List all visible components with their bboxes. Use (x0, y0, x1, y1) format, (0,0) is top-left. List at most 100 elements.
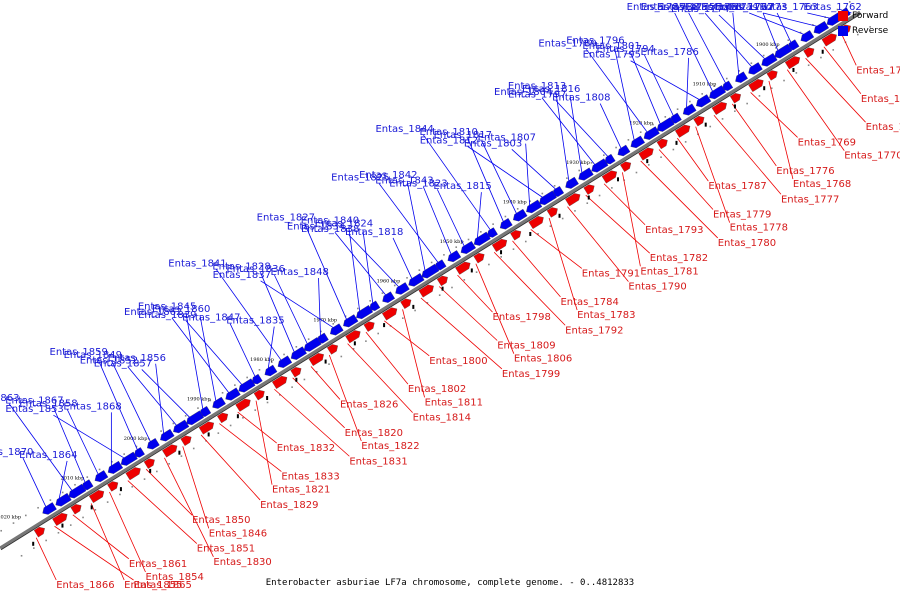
minor-tick (24, 514, 27, 517)
minor-tick (512, 248, 515, 250)
gene-label: Entas_1838 (301, 224, 359, 235)
misc-feature-mark (617, 177, 620, 182)
gene-entas_1828 (290, 346, 307, 360)
minor-tick (291, 386, 293, 388)
gene-label: Entas_1851 (197, 544, 255, 555)
minor-tick (586, 202, 589, 204)
gene-label: Entas_1856 (108, 353, 166, 364)
misc-feature-mark (149, 468, 152, 473)
minor-tick (848, 1, 851, 3)
minor-tick (541, 192, 544, 195)
reverse-gene-arrow (696, 94, 712, 108)
gene-entas_1822 (326, 344, 338, 355)
gene-label: Entas_1867 (5, 396, 63, 407)
misc-feature-mark (675, 140, 678, 145)
gene-entas_1858 (94, 470, 109, 483)
label-leader (750, 92, 798, 138)
label-leader (365, 331, 409, 385)
minor-tick (418, 269, 421, 271)
gene-entas_1808 (617, 144, 631, 157)
gene-label: Entas_1815 (433, 181, 491, 192)
reverse-gene-arrow (617, 144, 631, 157)
gene-entas_1862 (225, 387, 241, 401)
reverse-gene-arrow (761, 53, 778, 67)
label-leader (109, 491, 146, 573)
gene-label: Entas_1822 (361, 441, 419, 452)
forward-gene-arrow (253, 389, 265, 401)
gene-label: Entas_1796 (566, 35, 624, 46)
forward-gene-arrow (107, 481, 119, 492)
label-leader (630, 60, 700, 101)
gene-label: Entas_1857 (94, 358, 152, 369)
minor-tick (660, 156, 662, 159)
chromosome-backbone-edge (0, 13, 862, 551)
gene-entas_1868 (107, 460, 124, 474)
gene-label: Entas_1818 (345, 227, 403, 238)
minor-tick (561, 217, 564, 220)
minor-tick (131, 485, 134, 488)
forward-gene-arrow (70, 504, 82, 515)
minor-tick (701, 93, 703, 95)
gene-label: Entas_1844 (375, 124, 433, 135)
label-leader (541, 97, 596, 166)
kbp-tick-label: 1940 kbp (503, 200, 527, 206)
gene-label: Entas_1788 (641, 2, 699, 13)
misc-feature-mark (383, 323, 386, 328)
label-leader (585, 194, 651, 254)
minor-tick (221, 391, 224, 394)
gene-entas_1830 (162, 444, 178, 458)
label-leader (229, 323, 256, 377)
label-leader (274, 274, 308, 345)
label-leader (768, 80, 794, 180)
minor-tick (332, 323, 335, 325)
gene-entas_1771 (800, 30, 815, 43)
gene-label: Entas_1800 (429, 356, 487, 367)
minor-tick (283, 353, 285, 356)
label-leader (511, 149, 557, 190)
minor-tick (393, 284, 396, 287)
label-leader (53, 414, 125, 459)
minor-tick (438, 294, 441, 296)
minor-tick (328, 363, 330, 365)
gene-entas_1852 (173, 419, 190, 434)
forward-gene-arrow (620, 161, 632, 172)
kbp-tick-label: 2020 kbp (0, 515, 21, 521)
reverse-gene-arrow (264, 364, 278, 377)
gene-label: Entas_1824 (315, 218, 373, 229)
minor-tick (451, 286, 453, 289)
gene-label: Entas_1792 (565, 325, 623, 336)
minor-tick (111, 460, 113, 463)
gene-entas_1769 (748, 79, 764, 93)
gene-label: Entas_1830 (213, 557, 271, 568)
label-leader (328, 354, 362, 442)
gene-entas_1776 (729, 93, 741, 104)
legend-forward-label: Forward (852, 10, 889, 21)
minor-tick (537, 233, 539, 235)
misc-feature-mark (236, 414, 239, 419)
legend-reverse: Reverse (838, 23, 888, 38)
gene-entas_1853 (120, 451, 138, 466)
minor-tick (192, 447, 195, 450)
misc-feature-mark (558, 213, 561, 218)
gene-label: Entas_1829 (260, 500, 318, 511)
gene-entas_1777 (711, 101, 727, 115)
minor-tick (266, 401, 269, 404)
legend: Forward Reverse (838, 8, 888, 38)
misc-feature-mark (500, 250, 503, 255)
reverse-gene-arrow (120, 451, 138, 466)
gene-label: Entas_1795 (583, 50, 641, 61)
gene-entas_1784 (510, 230, 522, 241)
gene-entas_1855 (88, 490, 105, 504)
minor-tick (455, 246, 458, 248)
label-leader (548, 217, 578, 311)
label-leader (66, 409, 99, 475)
gene-entas_1768 (766, 70, 778, 81)
reverse-gene-arrow (238, 378, 256, 393)
label-leader (310, 366, 341, 400)
gene-label: Entas_1765 (866, 122, 900, 133)
misc-feature-mark (61, 523, 64, 528)
gene-label: Entas_1855 (124, 580, 182, 591)
gene-entas_1838 (395, 282, 410, 295)
gene-entas_1807 (526, 199, 543, 214)
